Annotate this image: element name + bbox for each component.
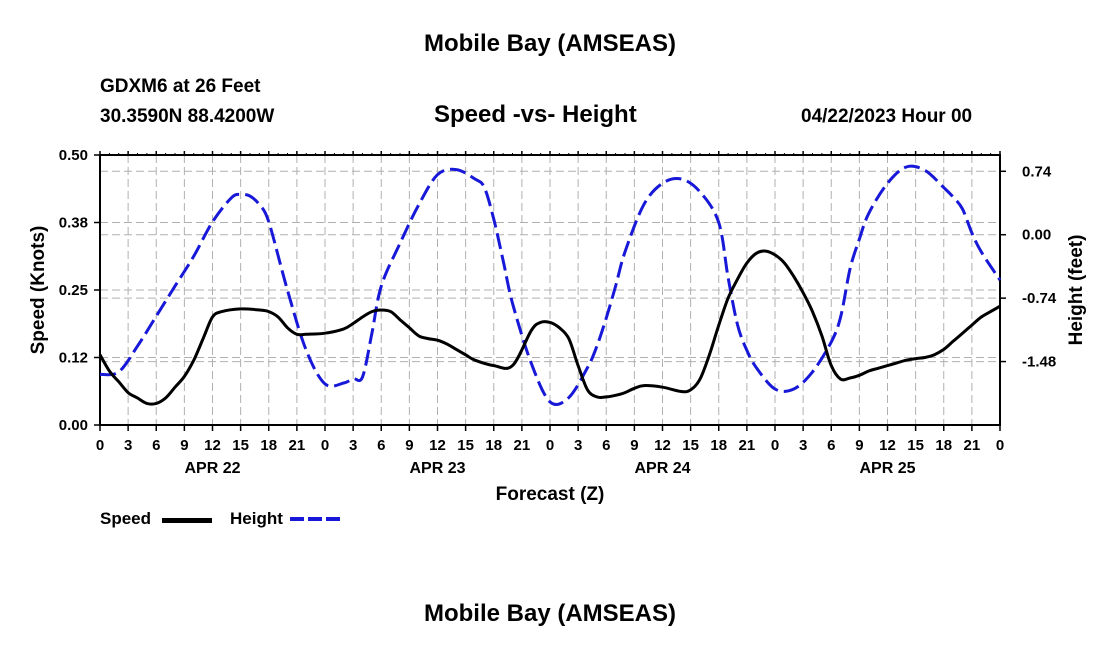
legend-height-swatch — [290, 517, 342, 521]
x-tick-label: 6 — [827, 437, 835, 454]
location-label: 30.3590N 88.4200W — [100, 106, 275, 127]
x-tick-label: 15 — [907, 437, 924, 454]
x-tick-label: 3 — [799, 437, 807, 454]
y-left-tick-label: 0.25 — [59, 282, 88, 299]
day-label: APR 23 — [409, 460, 465, 477]
legend-speed-label: Speed — [100, 509, 152, 528]
x-tick-label: 21 — [739, 437, 756, 454]
x-tick-label: 12 — [429, 437, 446, 454]
x-tick-label: 21 — [514, 437, 531, 454]
y-right-tick-label: 0.00 — [1022, 227, 1051, 244]
x-tick-label: 9 — [855, 437, 863, 454]
y-right-tick-label: -1.48 — [1022, 354, 1056, 371]
legend-height-label: Height — [230, 509, 283, 528]
y-left-tick-label: 0.38 — [59, 215, 88, 232]
day-label: APR 24 — [634, 460, 690, 477]
legend-speed-swatch — [162, 518, 212, 523]
x-tick-label: 9 — [630, 437, 638, 454]
chart-subtitle: Speed -vs- Height — [434, 101, 637, 128]
day-label: APR 22 — [184, 460, 240, 477]
x-tick-label: 15 — [682, 437, 699, 454]
y-right-tick-label: 0.74 — [1022, 163, 1052, 180]
x-tick-label: 0 — [96, 437, 104, 454]
x-tick-label: 21 — [289, 437, 306, 454]
x-tick-label: 6 — [152, 437, 160, 454]
x-tick-label: 15 — [232, 437, 249, 454]
x-tick-label: 6 — [377, 437, 385, 454]
y-left-tick-label: 0.50 — [59, 147, 88, 164]
y-left-tick-label: 0.00 — [59, 417, 88, 434]
x-tick-label: 15 — [457, 437, 474, 454]
y-right-tick-label: -0.74 — [1022, 290, 1057, 307]
x-tick-label: 3 — [349, 437, 357, 454]
chart-title-bottom: Mobile Bay (AMSEAS) — [423, 600, 677, 627]
x-tick-label: 12 — [879, 437, 896, 454]
x-tick-label: 6 — [602, 437, 610, 454]
axis-tick-labels: 0 3 6 9 12 15 18 21 0 3 6 9 12 15 18 21 0 3 6 9 12 15 18 21 0 3 6 9… — [59, 147, 1057, 477]
station-label: GDXM6 at 26 Feet — [100, 76, 261, 97]
x-tick-label: 9 — [180, 437, 188, 454]
x-tick-label: 0 — [546, 437, 554, 454]
x-tick-label: 3 — [124, 437, 132, 454]
x-tick-label: 9 — [405, 437, 413, 454]
x-tick-label: 0 — [996, 437, 1004, 454]
x-tick-label: 21 — [964, 437, 981, 454]
series-layer — [98, 164, 1002, 407]
x-tick-label: 18 — [260, 437, 277, 454]
date-label: 04/22/2023 Hour 00 — [801, 106, 973, 127]
y-left-tick-label: 0.12 — [59, 350, 88, 367]
grid-lines — [100, 155, 1000, 425]
x-tick-label: 12 — [654, 437, 671, 454]
x-tick-label: 18 — [935, 437, 952, 454]
x-tick-label: 0 — [771, 437, 779, 454]
y-axis-left-label: Speed (Knots) — [28, 226, 49, 355]
plot-frame — [99, 154, 1001, 426]
x-tick-label: 3 — [574, 437, 582, 454]
chart-title-top: Mobile Bay (AMSEAS) — [423, 30, 677, 57]
y-axis-right-label: Height (feet) — [1066, 235, 1087, 346]
x-tick-label: 18 — [485, 437, 502, 454]
x-tick-label: 0 — [321, 437, 329, 454]
day-label: APR 25 — [859, 460, 915, 477]
x-axis-label: Forecast (Z) — [496, 484, 605, 505]
x-tick-label: 12 — [204, 437, 221, 454]
series-line-height — [99, 164, 1002, 407]
series-line-speed — [98, 249, 1001, 406]
x-tick-label: 18 — [710, 437, 727, 454]
